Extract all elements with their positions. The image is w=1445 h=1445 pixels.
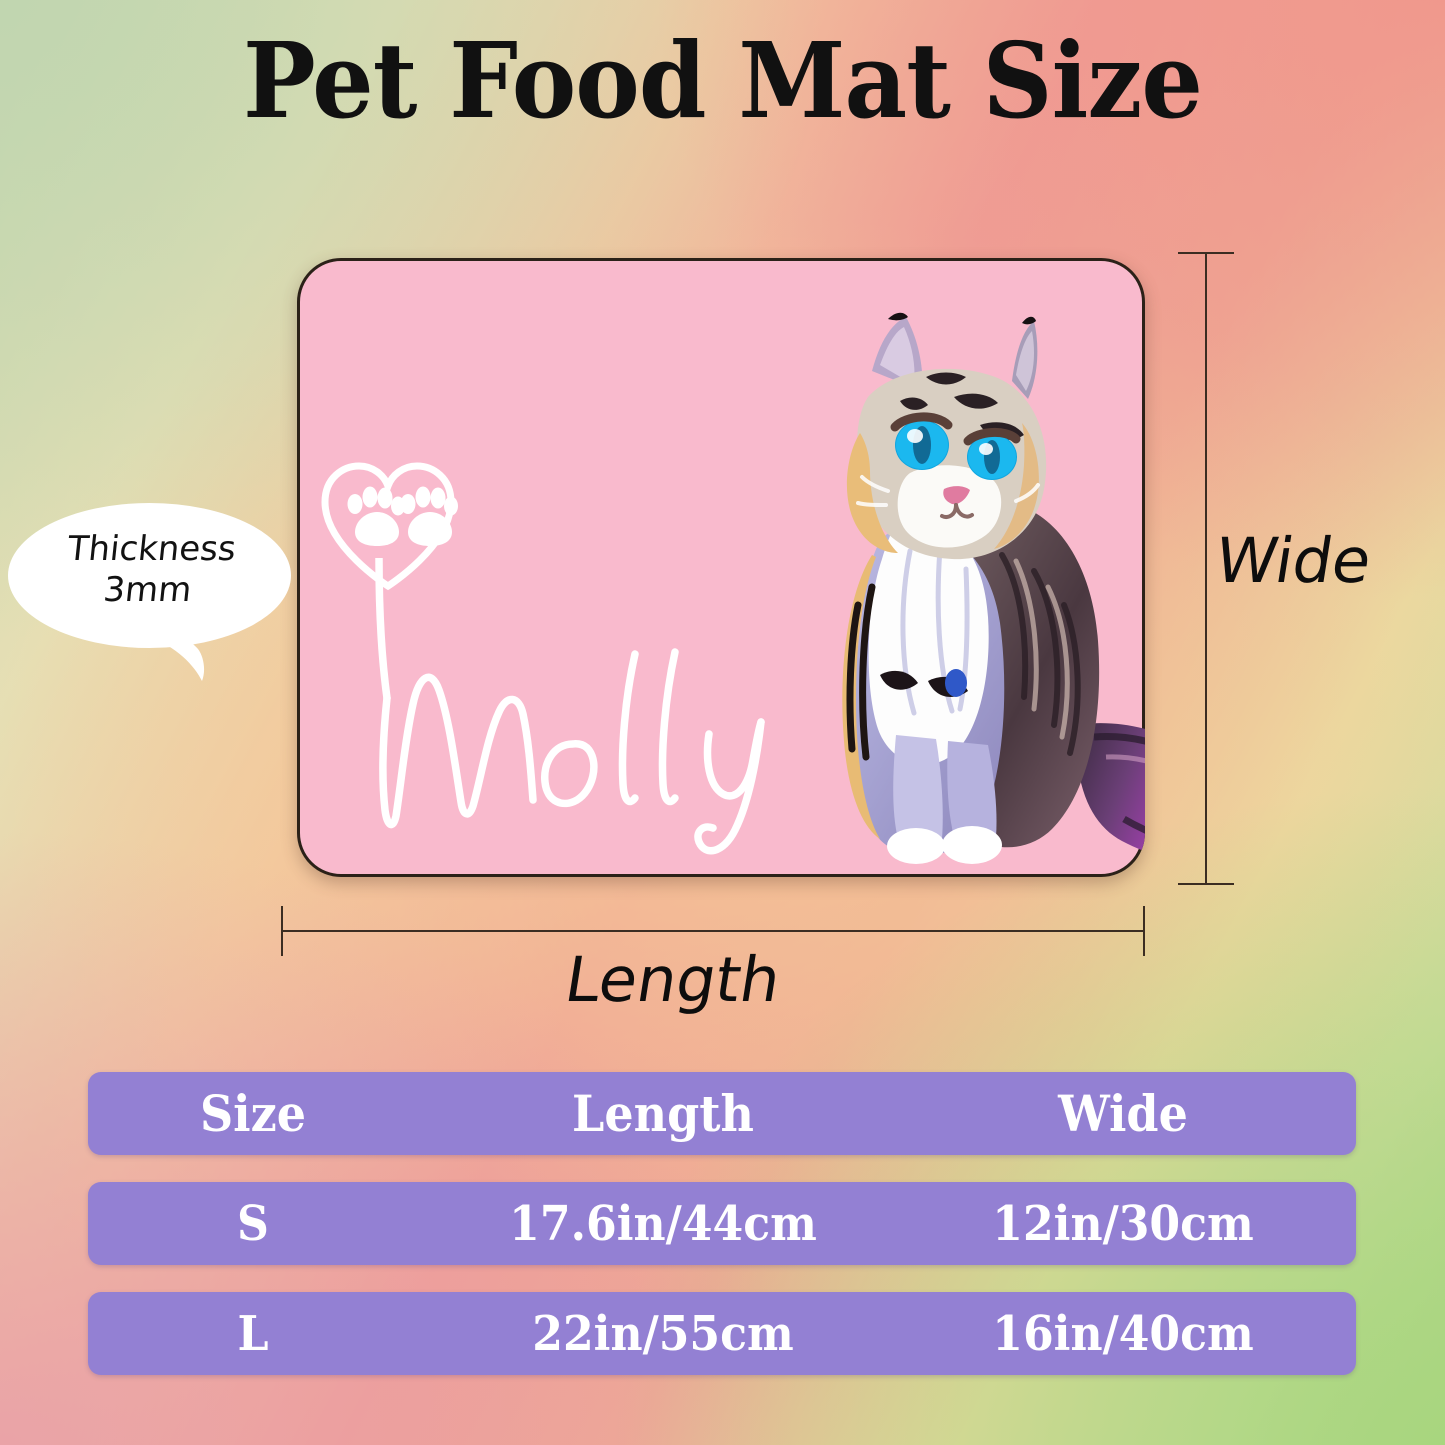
mat-content-clip — [297, 258, 1145, 877]
header-wide: Wide — [1058, 1084, 1188, 1143]
thickness-callout-bubble: Thickness 3mm — [8, 503, 291, 683]
length-dimension-line — [281, 930, 1145, 932]
callout-text: Thickness 3mm — [4, 529, 296, 612]
cell-length: 22in/55cm — [532, 1305, 794, 1362]
wide-dimension-label: Wide — [1210, 524, 1377, 597]
callout-line-2: 3mm — [101, 570, 194, 611]
size-table: Size Length Wide S 17.6in/44cm 12in/30cm… — [88, 1072, 1356, 1402]
long-haired-cat-illustration — [842, 312, 1145, 864]
cell-wide: 12in/30cm — [992, 1195, 1254, 1252]
header-size: Size — [199, 1084, 307, 1143]
table-row: L 22in/55cm 16in/40cm — [88, 1292, 1356, 1375]
size-table-header-row: Size Length Wide — [88, 1072, 1356, 1155]
pet-food-mat — [297, 258, 1145, 877]
cell-wide: 16in/40cm — [992, 1305, 1254, 1362]
wide-dimension-line — [1205, 252, 1207, 885]
cell-size: L — [237, 1305, 269, 1362]
length-dimension-cap-right — [1143, 906, 1145, 956]
length-dimension-label: Length — [560, 943, 786, 1016]
cell-size: S — [237, 1195, 269, 1252]
wide-dimension-cap-top — [1178, 252, 1234, 254]
table-row: S 17.6in/44cm 12in/30cm — [88, 1182, 1356, 1265]
header-length: Length — [572, 1084, 754, 1143]
length-dimension-cap-left — [281, 906, 283, 956]
page-title: Pet Food Mat Size — [242, 19, 1203, 142]
callout-line-1: Thickness — [65, 529, 238, 569]
heart-with-paw-prints-icon — [321, 462, 458, 591]
wide-dimension-cap-bottom — [1178, 883, 1234, 885]
callout-tail — [140, 623, 205, 681]
cell-length: 17.6in/44cm — [509, 1195, 817, 1252]
callout-oval — [8, 503, 291, 648]
